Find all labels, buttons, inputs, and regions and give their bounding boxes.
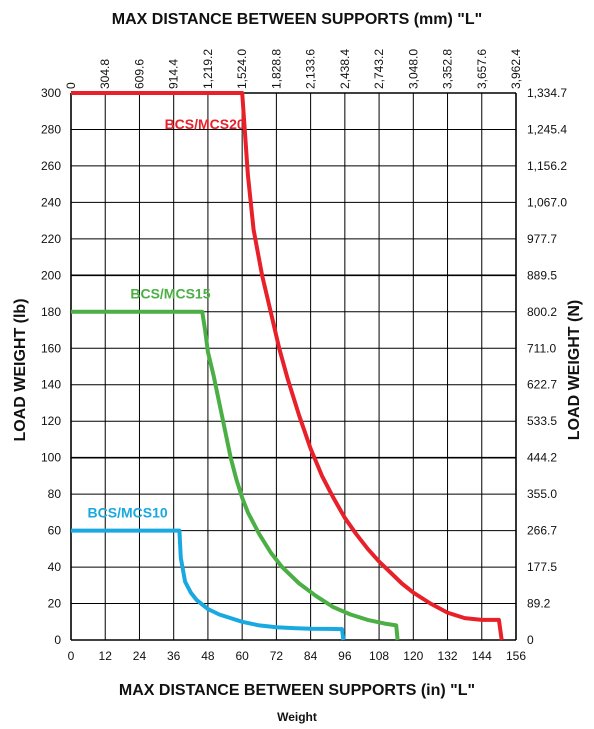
y-tick-label: 300 [41, 86, 61, 100]
series-labels: BCS/MCS20 BCS/MCS15 BCS/MCS10 [88, 116, 245, 520]
x-top-tick-label: 3,962.4 [509, 49, 523, 89]
x-top-tick-label: 1,524.0 [235, 49, 249, 89]
y-tick-label: 240 [41, 195, 61, 209]
series-label: BCS/MCS15 [130, 286, 210, 302]
x-top-tick-label: 3,352.8 [441, 49, 455, 89]
y2-tick-label: 1,067.0 [527, 195, 567, 209]
top-axis-title: MAX DISTANCE BETWEEN SUPPORTS (mm) "L" [112, 11, 482, 28]
x-tick-label: 24 [133, 649, 147, 663]
y2-tick-label: 355.0 [527, 487, 557, 501]
x-tick-label: 96 [338, 649, 352, 663]
x-top-tick-label: 3,048.0 [406, 49, 420, 89]
y2-tick-label: 977.7 [527, 232, 557, 246]
grid [70, 92, 517, 641]
x-top-tick-label: 2,438.4 [338, 49, 352, 89]
y2-tick-label: 89.2 [527, 597, 551, 611]
y2-tick-label: 444.2 [527, 451, 557, 465]
series-line-bcs-mcs20 [71, 91, 504, 641]
y-axis-title: LOAD WEIGHT (lb) [12, 298, 29, 441]
x-top-tick-label: 1,219.2 [201, 49, 215, 89]
y-tick-label: 200 [41, 268, 61, 282]
x-tick-label: 72 [270, 649, 284, 663]
x-tick-label: 156 [506, 649, 526, 663]
y-tick-label: 60 [48, 524, 62, 538]
y-tick-label: 20 [48, 597, 62, 611]
y2-tick-label: 711.0 [527, 341, 556, 355]
y2-axis-title: LOAD WEIGHT (N) [566, 300, 583, 440]
x-top-tick-label: 2,743.2 [372, 49, 386, 89]
y2-tick-label: 800.2 [527, 305, 557, 319]
x-tick-label: 48 [201, 649, 215, 663]
y-tick-label: 220 [41, 232, 61, 246]
x-tick-label: 108 [369, 649, 389, 663]
x-top-tick-label: 3,657.6 [475, 49, 489, 89]
y-tick-label: 180 [41, 305, 61, 319]
footer-label: Weight [277, 710, 317, 724]
y2-tick-label: 1,245.4 [527, 122, 567, 136]
x-top-tick-label: 304.8 [98, 59, 112, 89]
x-tick-label: 0 [68, 649, 75, 663]
x-top-tick-label: 1,828.8 [269, 49, 283, 89]
y-tick-label: 40 [48, 560, 62, 574]
y2-tick-label: 177.5 [527, 560, 557, 574]
y-tick-label: 160 [41, 341, 61, 355]
y-tick-label: 280 [41, 122, 61, 136]
x-top-tick-label: 914.4 [167, 59, 181, 89]
y2-tick-label: 889.5 [527, 268, 557, 282]
y2-tick-label: 1,334.7 [527, 86, 567, 100]
series-line-bcs-mcs10 [71, 528, 346, 641]
series-label: BCS/MCS10 [88, 504, 168, 520]
x-top-tick-label: 2,133.6 [304, 49, 318, 89]
y2-tick-label: 622.7 [527, 378, 557, 392]
x-tick-label: 60 [235, 649, 249, 663]
y-tick-label: 0 [54, 633, 61, 647]
y2-tick-label: 266.7 [527, 524, 557, 538]
y-tick-label: 100 [41, 451, 61, 465]
series-label: BCS/MCS20 [165, 116, 245, 132]
series-line-bcs-mcs15 [71, 309, 400, 641]
x-tick-label: 36 [167, 649, 181, 663]
y-tick-label: 140 [41, 378, 61, 392]
y2-tick-label: 0 [527, 633, 534, 647]
y-tick-label: 120 [41, 414, 61, 428]
y-tick-label: 80 [48, 487, 62, 501]
x-tick-label: 12 [99, 649, 113, 663]
x-tick-label: 132 [438, 649, 458, 663]
series-lines [71, 91, 504, 641]
x-axis-title: MAX DISTANCE BETWEEN SUPPORTS (in) "L" [119, 682, 475, 699]
x-tick-label: 144 [472, 649, 492, 663]
y-tick-label: 260 [41, 159, 61, 173]
x-tick-label: 84 [304, 649, 318, 663]
x-tick-label: 120 [403, 649, 423, 663]
x-top-tick-label: 0 [64, 82, 78, 89]
y2-tick-label: 533.5 [527, 414, 557, 428]
x-top-tick-label: 609.6 [132, 59, 146, 89]
y2-tick-label: 1,156.2 [527, 159, 567, 173]
